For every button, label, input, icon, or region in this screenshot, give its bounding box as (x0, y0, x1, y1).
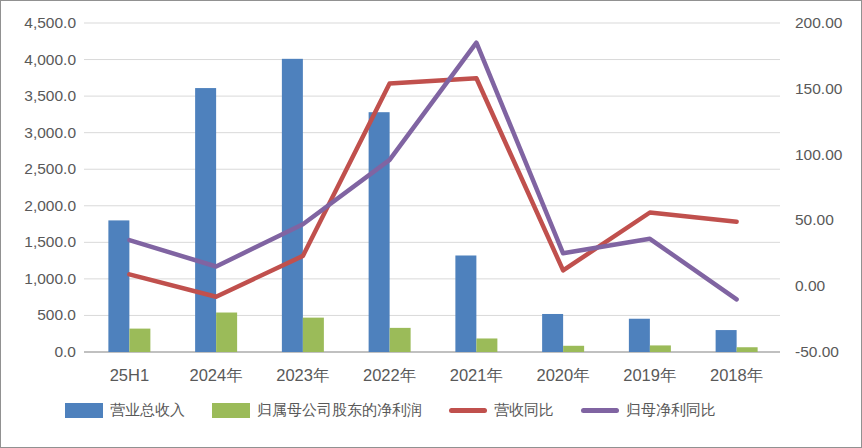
chart-container: 4,500.0 4,000.0 3,500.0 3,000.0 2,500.0 2,000… (0, 0, 862, 448)
left-axis-tick-label: 4,000.0 (24, 51, 76, 68)
x-axis-category-label: 2021年 (450, 366, 503, 384)
left-axis-tick-label: 0.0 (54, 343, 76, 360)
x-axis-category-label: 25H1 (110, 366, 149, 384)
bar-total-revenue-25H1 (108, 220, 129, 352)
bar-net-profit-2019年 (650, 345, 671, 352)
x-axis-category-label: 2019年 (623, 366, 676, 384)
left-axis-tick-label: 3,500.0 (24, 87, 76, 104)
right-axis-tick-label: 50.00 (795, 211, 834, 228)
bar-total-revenue-2019年 (629, 319, 650, 352)
x-axis-category-label: 2022年 (363, 366, 416, 384)
left-axis-tick-label: 1,500.0 (24, 233, 76, 250)
left-axis-tick-label: 1,000.0 (24, 270, 76, 287)
legend-label-revenue-yoy: 营收同比 (494, 401, 554, 420)
x-axis-category-label: 2023年 (276, 366, 329, 384)
bar-net-profit-25H1 (129, 329, 150, 352)
legend-bar-swatch-icon (65, 403, 103, 418)
combo-chart-plot: 4,500.0 4,000.0 3,500.0 3,000.0 2,500.0 2,000… (1, 1, 861, 447)
bar-total-revenue-2024年 (195, 88, 216, 352)
left-axis-tick-label: 3,000.0 (24, 124, 76, 141)
legend-bar-swatch-icon (212, 403, 250, 418)
bar-net-profit-2021年 (476, 338, 497, 352)
legend-item-net-profit-yoy: 归母净利同比 (581, 401, 716, 420)
legend-label-total-revenue: 营业总收入 (110, 401, 185, 420)
legend-line-swatch-icon (581, 408, 619, 413)
bar-total-revenue-2020年 (542, 314, 563, 352)
bar-total-revenue-2021年 (455, 255, 476, 352)
right-axis-tick-label: 100.00 (795, 146, 843, 163)
legend-item-total-revenue: 营业总收入 (65, 401, 185, 420)
legend-label-net-profit-yoy: 归母净利同比 (626, 401, 716, 420)
bar-net-profit-2020年 (563, 346, 584, 352)
bar-net-profit-2023年 (303, 318, 324, 352)
left-axis-tick-label: 2,000.0 (24, 197, 76, 214)
bar-net-profit-2022年 (390, 328, 411, 352)
x-axis-category-label: 2024年 (190, 366, 243, 384)
chart-legend: 营业总收入 归属母公司股东的净利润 营收同比 归母净利同比 (65, 401, 716, 420)
left-axis-tick-label: 2,500.0 (24, 160, 76, 177)
right-axis-tick-label: 200.00 (795, 14, 843, 31)
x-axis-category-label: 2020年 (537, 366, 590, 384)
legend-item-net-profit: 归属母公司股东的净利润 (212, 401, 422, 420)
legend-item-revenue-yoy: 营收同比 (449, 401, 554, 420)
bar-total-revenue-2018年 (716, 330, 737, 352)
right-axis-tick-label: 150.00 (795, 80, 843, 97)
left-axis-tick-label: 500.0 (37, 306, 76, 323)
legend-line-swatch-icon (449, 408, 487, 413)
left-axis-tick-label: 4,500.0 (24, 14, 76, 31)
bar-total-revenue-2023年 (282, 59, 303, 352)
legend-label-net-profit: 归属母公司股东的净利润 (257, 401, 422, 420)
right-axis-tick-label: -50.00 (795, 343, 839, 360)
bar-net-profit-2018年 (737, 347, 758, 352)
x-axis-category-label: 2018年 (710, 366, 763, 384)
bar-total-revenue-2022年 (369, 112, 390, 352)
right-axis-tick-label: 0.00 (795, 277, 826, 294)
bar-net-profit-2024年 (216, 313, 237, 352)
